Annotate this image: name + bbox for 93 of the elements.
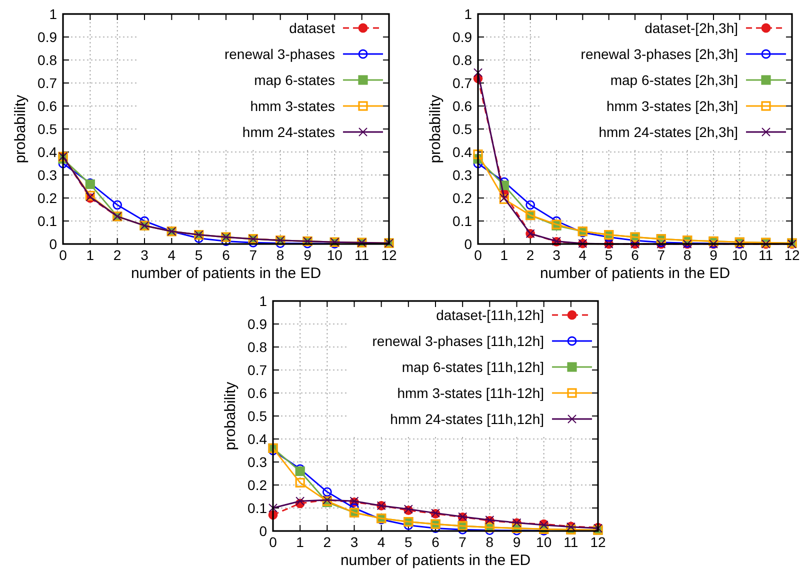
x-tick-label: 7 [458, 534, 467, 550]
legend-label: dataset-[2h,3h] [644, 20, 738, 36]
y-tick-label: 0.3 [248, 454, 268, 470]
x-tick-label: 6 [222, 247, 230, 263]
legend-label: renewal 3-phases [11h,12h] [372, 333, 544, 349]
x-tick-label: 10 [536, 534, 552, 550]
y-tick-label: 0.1 [248, 500, 268, 516]
x-tick-label: 12 [784, 247, 800, 263]
y-axis-title: probability [222, 381, 239, 450]
y-tick-label: 0.1 [38, 213, 58, 229]
x-tick-label: 5 [194, 247, 203, 263]
x-tick-label: 2 [323, 534, 332, 550]
y-tick-label: 0 [49, 236, 58, 252]
x-tick-label: 12 [381, 247, 397, 263]
x-axis-title: number of patients in the ED [340, 552, 531, 569]
x-tick-label: 4 [168, 247, 176, 263]
y-tick-label: 0.7 [248, 362, 268, 378]
x-tick-label: 4 [377, 534, 386, 550]
y-tick-label: 1 [259, 293, 268, 309]
x-tick-label: 8 [486, 534, 494, 550]
x-tick-label: 0 [269, 534, 278, 550]
y-tick-label: 0.2 [452, 190, 472, 206]
x-tick-label: 0 [474, 247, 482, 263]
y-tick-label: 0.9 [452, 29, 472, 45]
y-axis-title: probability [12, 94, 29, 164]
y-tick-label: 0.9 [38, 29, 58, 45]
y-tick-label: 0.2 [38, 190, 58, 206]
x-tick-label: 9 [710, 247, 718, 263]
y-tick-label: 0.6 [452, 98, 472, 114]
x-tick-label: 4 [578, 247, 587, 263]
y-tick-label: 0.2 [248, 477, 268, 493]
x-tick-label: 9 [512, 534, 521, 550]
x-axis-title: number of patients in the ED [130, 265, 322, 282]
y-tick-label: 0.4 [248, 431, 268, 447]
x-tick-label: 11 [564, 534, 578, 550]
x-axis-title: number of patients in the ED [540, 265, 730, 282]
legend-label: map 6-states [2h,3h] [610, 72, 738, 88]
y-tick-label: 0.4 [452, 144, 472, 160]
y-tick-label: 0.3 [452, 167, 472, 183]
y-tick-label: 0.3 [38, 167, 58, 183]
y-axis-title: probability [427, 94, 444, 164]
x-tick-label: 5 [404, 534, 413, 550]
x-tick-label: 11 [758, 247, 774, 263]
y-tick-label: 0.4 [38, 144, 58, 160]
x-tick-label: 7 [249, 247, 258, 263]
y-tick-label: 0.8 [248, 339, 268, 355]
x-tick-label: 5 [604, 247, 613, 263]
y-tick-label: 0.5 [452, 121, 472, 137]
x-tick-label: 2 [113, 247, 122, 263]
x-tick-label: 6 [631, 247, 640, 263]
legend-label: hmm 24-states [2h,3h] [598, 124, 738, 140]
legend-label: hmm 24-states [11h,12h] [390, 411, 544, 427]
legend-label: hmm 3-states [11h-12h] [397, 385, 544, 401]
x-tick-label: 8 [683, 247, 692, 263]
x-tick-label: 12 [590, 534, 606, 550]
y-tick-label: 0.6 [38, 98, 58, 114]
x-tick-label: 10 [326, 247, 343, 263]
x-tick-label: 2 [526, 247, 534, 263]
y-tick-label: 0.5 [248, 408, 268, 424]
x-tick-label: 8 [276, 247, 284, 263]
legend-label: dataset-[11h,12h] [436, 307, 544, 323]
legend-label: map 6-states [254, 72, 335, 88]
x-tick-label: 3 [140, 247, 149, 263]
x-tick-label: 11 [354, 247, 370, 263]
x-tick-label: 9 [304, 247, 312, 263]
x-tick-label: 3 [350, 534, 358, 550]
y-tick-label: 0.7 [38, 75, 58, 91]
legend-label: renewal 3-phases [2h,3h] [580, 46, 738, 62]
x-tick-label: 6 [432, 534, 440, 550]
y-tick-label: 0.8 [38, 52, 58, 68]
legend-label: hmm 24-states [242, 124, 335, 140]
y-tick-label: 0.8 [452, 52, 472, 68]
x-tick-label: 7 [657, 247, 666, 263]
y-tick-label: 0 [259, 523, 268, 539]
x-tick-label: 3 [552, 247, 561, 263]
legend-label: hmm 3-states [250, 98, 335, 114]
y-tick-label: 1 [49, 6, 58, 22]
y-tick-label: 0.6 [248, 385, 268, 401]
legend-label: renewal 3-phases [224, 46, 335, 62]
x-tick-label: 1 [86, 247, 94, 263]
y-tick-label: 0.1 [452, 213, 472, 229]
y-tick-label: 1 [464, 6, 472, 22]
legend-label: dataset [289, 20, 336, 36]
y-tick-label: 0.9 [248, 316, 268, 332]
x-tick-label: 1 [500, 247, 508, 263]
y-tick-label: 0 [464, 236, 472, 252]
y-tick-label: 0.7 [452, 75, 472, 91]
x-tick-label: 1 [296, 534, 304, 550]
legend-label: hmm 3-states [2h,3h] [606, 98, 738, 114]
legend-label: map 6-states [11h,12h] [402, 359, 544, 375]
x-tick-label: 10 [732, 247, 748, 263]
y-tick-label: 0.5 [38, 121, 58, 137]
x-tick-label: 0 [59, 247, 68, 263]
